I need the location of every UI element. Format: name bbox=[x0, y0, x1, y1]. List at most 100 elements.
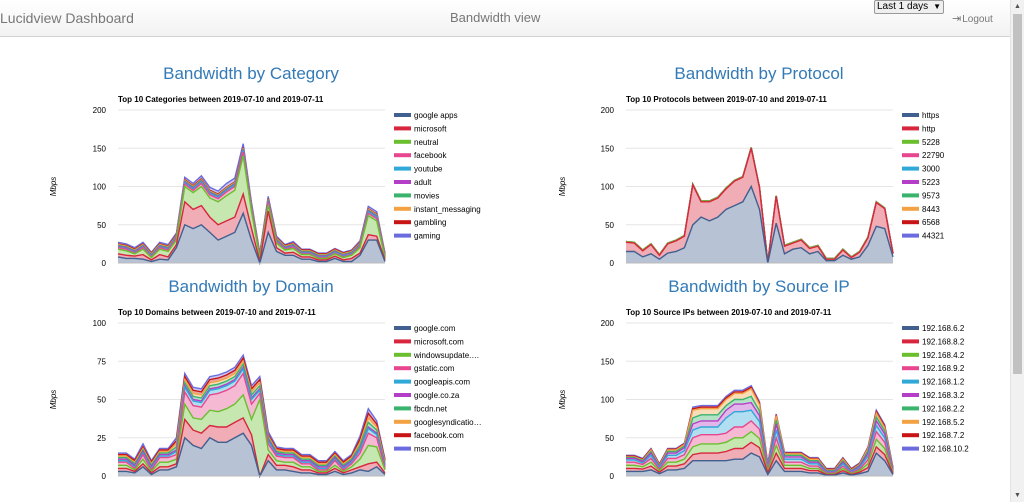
legend-swatch bbox=[394, 166, 411, 171]
legend-label: gstatic.com bbox=[414, 364, 455, 373]
time-range-select[interactable]: Last 1 days ▼ bbox=[874, 0, 944, 14]
legend-label: microsoft bbox=[414, 124, 447, 133]
legend-swatch bbox=[394, 433, 411, 438]
legend-label: 3000 bbox=[922, 165, 940, 174]
series-line bbox=[118, 416, 386, 479]
legend-swatch bbox=[394, 352, 411, 357]
legend-swatch bbox=[902, 126, 919, 131]
legend-label: microsoft.com bbox=[414, 337, 464, 346]
legend-label: windowsupdate.… bbox=[413, 351, 479, 360]
y-tick-label: 150 bbox=[601, 357, 615, 366]
y-tick-label: 50 bbox=[97, 396, 106, 405]
legend-label: googlesyndicatio… bbox=[414, 418, 482, 427]
legend-label: 192.168.2.2 bbox=[922, 404, 965, 413]
legend-swatch bbox=[902, 433, 919, 438]
brand-title[interactable]: Lucidview Dashboard bbox=[0, 10, 134, 26]
scroll-up-icon[interactable]: ▲ bbox=[1014, 3, 1021, 10]
legend-label: 192.168.7.2 bbox=[922, 431, 965, 440]
legend-swatch bbox=[902, 139, 919, 144]
legend-swatch bbox=[394, 113, 411, 117]
chevron-down-icon: ▼ bbox=[933, 2, 941, 11]
y-axis-label: Mbps bbox=[558, 177, 567, 197]
y-tick-label: 50 bbox=[605, 221, 614, 230]
legend-label: 5228 bbox=[922, 138, 940, 147]
legend-label: 192.168.3.2 bbox=[922, 391, 965, 400]
series-line bbox=[118, 362, 386, 467]
series-line bbox=[626, 451, 894, 476]
y-tick-label: 0 bbox=[610, 259, 615, 268]
legend-swatch bbox=[902, 419, 919, 424]
y-tick-label: 150 bbox=[601, 144, 615, 153]
legend-label: 9573 bbox=[922, 191, 940, 200]
legend-label: http bbox=[922, 124, 936, 133]
legend-label: 192.168.4.2 bbox=[922, 351, 965, 360]
legend-label: 192.168.1.2 bbox=[922, 378, 965, 387]
legend-label: google.co.za bbox=[414, 391, 460, 400]
y-tick-label: 100 bbox=[601, 183, 615, 192]
legend-label: msn.com bbox=[414, 445, 447, 454]
legend-swatch bbox=[394, 180, 411, 184]
legend-swatch bbox=[902, 153, 919, 158]
legend-label: 192.168.10.2 bbox=[922, 445, 969, 454]
series-line bbox=[118, 432, 386, 478]
series-area bbox=[118, 394, 385, 476]
legend-swatch bbox=[902, 326, 919, 330]
legend-swatch bbox=[394, 206, 411, 211]
legend-label: 5223 bbox=[922, 178, 940, 187]
y-axis-label: Mbps bbox=[558, 390, 567, 410]
legend-swatch bbox=[902, 339, 919, 344]
legend-label: gambling bbox=[414, 218, 446, 227]
series-area bbox=[118, 373, 385, 472]
panel-title: Bandwidth by Protocol bbox=[674, 64, 844, 83]
series-line bbox=[118, 367, 386, 470]
legend-swatch bbox=[394, 126, 411, 131]
legend-label: googleapis.com bbox=[414, 378, 470, 387]
y-tick-label: 50 bbox=[97, 221, 106, 230]
legend-label: 192.168.9.2 bbox=[922, 364, 965, 373]
legend-swatch bbox=[902, 193, 919, 198]
y-tick-label: 100 bbox=[93, 183, 107, 192]
series-line bbox=[118, 393, 386, 473]
view-title: Bandwidth view bbox=[450, 10, 541, 25]
legend-swatch bbox=[902, 233, 919, 238]
legend-label: https bbox=[922, 111, 939, 120]
series-line bbox=[117, 191, 386, 262]
legend-swatch bbox=[902, 180, 919, 184]
y-tick-label: 150 bbox=[93, 144, 107, 153]
legend-label: google.com bbox=[414, 324, 456, 333]
series-line bbox=[625, 148, 894, 264]
y-axis-label: Mbps bbox=[49, 390, 58, 410]
legend-swatch bbox=[394, 393, 411, 397]
legend-label: fbcdn.net bbox=[414, 404, 448, 413]
legend-label: facebook bbox=[414, 151, 447, 160]
y-tick-label: 75 bbox=[97, 357, 106, 366]
legend-label: youtube bbox=[414, 165, 443, 174]
chart-title: Top 10 Categories between 2019-07-10 and… bbox=[118, 95, 324, 104]
series-line bbox=[118, 359, 386, 466]
legend-label: 192.168.8.2 bbox=[922, 337, 965, 346]
series-line bbox=[626, 419, 894, 474]
y-tick-label: 0 bbox=[610, 472, 615, 481]
legend-label: 6568 bbox=[922, 218, 940, 227]
panel-title: Bandwidth by Source IP bbox=[668, 277, 850, 296]
series-line bbox=[118, 356, 386, 464]
logout-label: Logout bbox=[962, 14, 993, 25]
legend-swatch bbox=[394, 446, 411, 451]
chart-title: Top 10 Domains between 2019-07-10 and 20… bbox=[118, 308, 316, 317]
legend-swatch bbox=[394, 233, 411, 238]
legend-label: 8443 bbox=[922, 205, 940, 214]
legend-swatch bbox=[902, 352, 919, 357]
scroll-thumb[interactable] bbox=[1013, 14, 1022, 374]
series-line bbox=[626, 401, 894, 473]
series-line bbox=[118, 353, 386, 463]
legend-swatch bbox=[902, 166, 919, 171]
logout-link[interactable]: ⇥Logout bbox=[952, 12, 993, 25]
vertical-scrollbar[interactable]: ▲ ▼ bbox=[1010, 0, 1024, 502]
series-area bbox=[626, 148, 893, 263]
y-tick-label: 100 bbox=[601, 396, 615, 405]
series-line bbox=[626, 441, 894, 476]
series-area bbox=[626, 453, 893, 476]
legend-swatch bbox=[394, 339, 411, 344]
navbar: Lucidview Dashboard Bandwidth view Last … bbox=[0, 0, 1011, 37]
scroll-down-icon[interactable]: ▼ bbox=[1014, 492, 1021, 499]
